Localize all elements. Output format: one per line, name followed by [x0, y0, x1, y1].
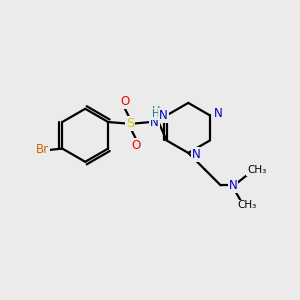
Text: N: N [159, 109, 168, 122]
Text: S: S [126, 117, 134, 130]
Text: H: H [152, 109, 159, 119]
Text: CH₃: CH₃ [247, 165, 266, 175]
Text: N: N [229, 179, 237, 192]
Text: Br: Br [36, 143, 49, 157]
Text: N: N [214, 107, 223, 120]
Text: O: O [131, 139, 140, 152]
Text: N: N [192, 148, 201, 161]
Text: CH₃: CH₃ [237, 200, 256, 210]
Text: H: H [152, 106, 160, 116]
Text: N: N [150, 116, 159, 128]
Text: O: O [120, 95, 130, 108]
